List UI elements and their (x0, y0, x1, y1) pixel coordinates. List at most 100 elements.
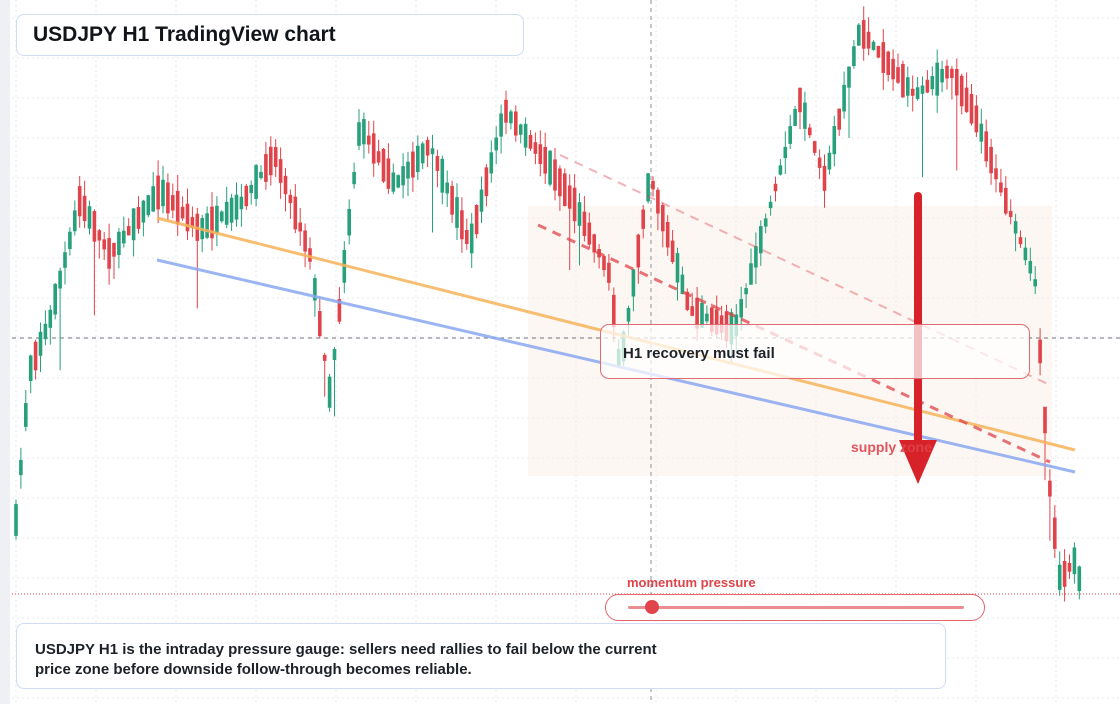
candle-bullish (1057, 564, 1062, 590)
candle-bullish (28, 355, 33, 382)
candle-bearish (582, 211, 587, 236)
candle-bearish (812, 141, 817, 153)
candle-bullish (151, 186, 155, 212)
candle-bullish (430, 148, 435, 155)
candle-bullish (626, 307, 631, 322)
candle-bearish (371, 133, 376, 164)
candle-bullish (58, 270, 62, 289)
candle-bearish (484, 167, 489, 197)
caption-text: USDJPY H1 is the intraday pressure gauge… (35, 641, 657, 678)
candle-bearish (587, 222, 592, 245)
candle-bearish (77, 186, 82, 217)
candle-bearish (1053, 517, 1057, 549)
candle-bullish (783, 146, 788, 159)
candle-bullish (68, 231, 72, 250)
candle-bullish (940, 68, 944, 83)
candle-bearish (773, 183, 778, 192)
candle-bullish (254, 165, 258, 199)
candle-bearish (553, 159, 557, 191)
candle-bullish (1033, 279, 1037, 287)
candle-bearish (190, 217, 195, 228)
candle-bearish (136, 207, 141, 229)
momentum-knob[interactable] (644, 600, 659, 614)
candle-bearish (999, 182, 1003, 193)
candle-bullish (1077, 566, 1082, 592)
candle-bullish (161, 179, 165, 207)
candle-bearish (636, 234, 641, 268)
candle-bullish (215, 205, 219, 234)
candle-bearish (33, 341, 38, 371)
candle-bullish (778, 165, 783, 175)
candle-bearish (670, 240, 675, 262)
candle-bullish (224, 201, 229, 225)
candle-bearish (244, 185, 249, 207)
candle-bullish (915, 87, 920, 100)
candle-bullish (455, 197, 459, 228)
candle-bullish (396, 175, 400, 188)
candle-bearish (1018, 237, 1023, 245)
candle-bearish (969, 93, 974, 124)
momentum-label: momentum pressure (627, 575, 756, 590)
candle-bearish (112, 242, 116, 257)
candle-bullish (332, 349, 337, 360)
title-panel: USDJPY H1 TradingView chart (16, 14, 524, 56)
candle-bearish (411, 151, 415, 178)
supply-zone-label: supply zone (851, 439, 932, 455)
candle-bullish (646, 173, 650, 202)
candle-bullish (749, 263, 753, 285)
candles (14, 6, 1082, 602)
candle-bearish (264, 154, 268, 182)
momentum-track (628, 606, 964, 609)
candle-bearish (543, 146, 547, 174)
candle-bullish (906, 77, 910, 96)
candle-bearish (425, 139, 430, 156)
candle-bullish (680, 274, 685, 295)
candle-bearish (533, 142, 538, 154)
candle-bearish (538, 144, 543, 165)
candle-bullish (234, 194, 239, 220)
candle-bullish (416, 145, 420, 173)
candle-bearish (896, 67, 900, 83)
candle-bullish (675, 253, 680, 283)
candle-bullish (131, 208, 136, 241)
candle-bearish (567, 185, 572, 209)
recovery-callout: H1 recovery must fail (600, 324, 1030, 379)
candle-bearish (710, 307, 714, 332)
candle-bullish (788, 126, 792, 144)
candle-bullish (857, 24, 861, 46)
candle-bearish (107, 237, 111, 269)
candle-bullish (871, 41, 876, 51)
candle-bearish (656, 189, 660, 214)
candle-bearish (994, 168, 998, 180)
candle-bullish (744, 288, 748, 295)
candle-bullish (357, 122, 361, 146)
candle-bearish (283, 175, 288, 195)
candle-bearish (901, 63, 905, 98)
candle-bearish (665, 221, 670, 248)
candle-bearish (97, 230, 102, 241)
candle-bearish (435, 156, 440, 171)
candle-bearish (808, 127, 812, 136)
candle-bearish (964, 87, 969, 113)
candle-bearish (322, 354, 327, 361)
candle-bullish (920, 85, 925, 94)
candle-bullish (803, 102, 807, 129)
candle-bearish (514, 111, 518, 136)
candle-bearish (460, 210, 464, 240)
candle-bullish (362, 119, 366, 145)
candle-bullish (38, 331, 43, 356)
candle-bullish (14, 504, 18, 536)
candle-bearish (592, 234, 596, 253)
candle-bearish (504, 99, 508, 123)
candle-bullish (930, 76, 935, 90)
candle-bullish (327, 376, 332, 408)
candle-bearish (641, 209, 645, 229)
candle-bearish (714, 309, 719, 335)
candle-bullish (768, 201, 773, 209)
momentum-gauge[interactable] (605, 594, 985, 621)
candle-bearish (837, 108, 841, 130)
candle-bearish (866, 31, 871, 49)
candle-bullish (842, 84, 846, 112)
candle-bearish (1008, 211, 1013, 218)
